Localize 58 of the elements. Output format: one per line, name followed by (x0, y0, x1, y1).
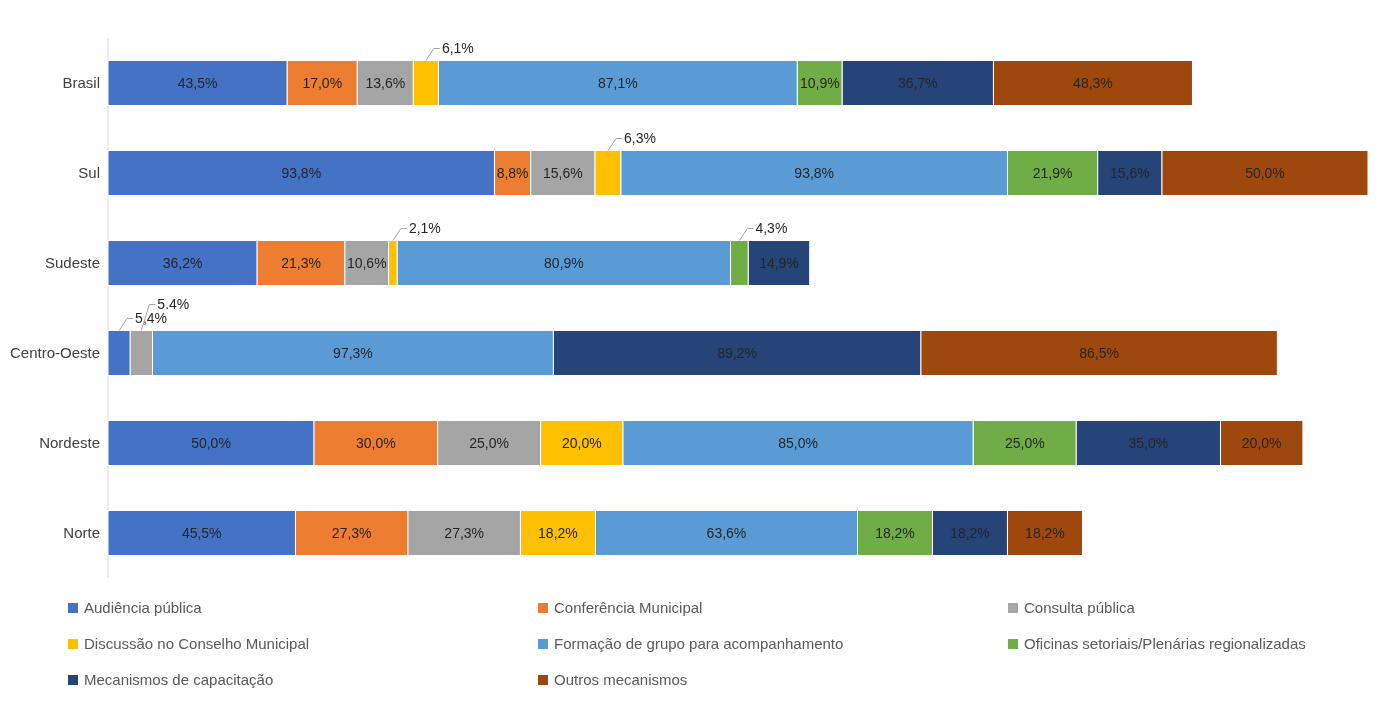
legend-label: Oficinas setoriais/Plenárias regionalizadas (1024, 635, 1306, 653)
data-label: 50,0% (191, 434, 231, 451)
data-label: 20,0% (1241, 434, 1282, 451)
data-label: 6,3% (624, 130, 656, 147)
data-label: 36,2% (162, 254, 203, 271)
data-label: 89,2% (717, 344, 758, 361)
data-label: 10,6% (346, 254, 387, 271)
data-label: 86,5% (1079, 344, 1119, 361)
data-label: 21,3% (281, 254, 321, 271)
legend-label: Mecanismos de capacitação (84, 671, 274, 689)
y-tick-label: Sul (78, 164, 100, 182)
legend-label: Audiência pública (84, 599, 203, 617)
data-label: 18,2% (1025, 524, 1065, 541)
data-label: 5,4% (135, 310, 168, 327)
data-label: 27,3% (331, 524, 372, 541)
data-label: 45,5% (181, 524, 222, 541)
data-label: 25,0% (469, 434, 509, 451)
data-label: 15,6% (1109, 164, 1150, 181)
legend-label: Conferência Municipal (554, 599, 703, 617)
legend-label: Formação de grupo para acompanhamento (554, 635, 844, 653)
data-label: 15,6% (543, 164, 583, 181)
data-label: 36,7% (898, 74, 938, 91)
data-label: 93,8% (281, 164, 322, 181)
data-label: 87,1% (598, 74, 638, 91)
data-label: 25,0% (1004, 434, 1045, 451)
data-label: 20,0% (561, 434, 602, 451)
data-label: 43,5% (177, 74, 218, 91)
data-label: 63,6% (706, 524, 747, 541)
data-label: 97,3% (333, 344, 373, 361)
legend-label: Consulta pública (1024, 599, 1136, 617)
data-label: 13,6% (365, 74, 406, 91)
y-tick-label: Norte (63, 524, 100, 542)
data-label: 2,1% (408, 220, 441, 237)
data-label: 5.4% (157, 296, 190, 313)
data-label: 93,8% (794, 164, 835, 181)
data-label: 80,9% (544, 254, 584, 271)
data-label: 8,8% (496, 164, 529, 181)
data-label: 30,0% (355, 434, 396, 451)
y-tick-label: Nordeste (39, 434, 100, 452)
data-label: 18,2% (950, 524, 990, 541)
data-label: 4,3% (755, 220, 788, 237)
data-label: 35,0% (1128, 434, 1169, 451)
data-label: 18,2% (875, 524, 915, 541)
y-tick-label: Centro-Oeste (9, 344, 100, 362)
data-label: 85,0% (778, 434, 819, 451)
data-label: 21,9% (1032, 164, 1073, 181)
data-label: 18,2% (538, 524, 578, 541)
y-tick-label: Sudeste (44, 254, 100, 272)
data-label: 14,9% (759, 254, 799, 271)
data-label: 10,9% (799, 74, 840, 91)
data-label: 50,0% (1245, 164, 1285, 181)
legend-label: Discussão no Conselho Municipal (84, 635, 310, 653)
legend-label: Outros mecanismos (554, 671, 688, 689)
data-label: 6,1% (441, 40, 474, 57)
data-label: 48,3% (1073, 74, 1113, 91)
data-label: 27,3% (444, 524, 485, 541)
data-label: 17,0% (302, 74, 343, 91)
y-tick-label: Brasil (62, 74, 100, 92)
